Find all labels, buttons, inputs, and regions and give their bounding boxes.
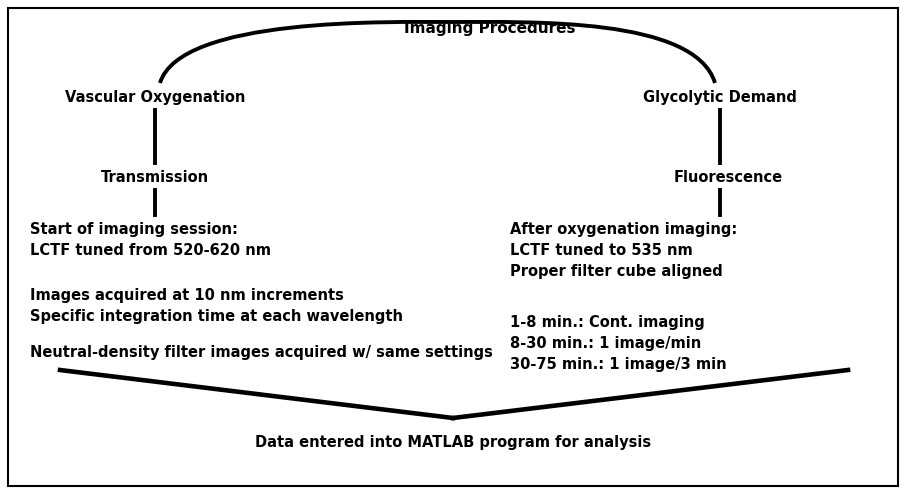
- Text: Data entered into MATLAB program for analysis: Data entered into MATLAB program for ana…: [255, 435, 651, 450]
- Text: Glycolytic Demand: Glycolytic Demand: [643, 90, 797, 105]
- Text: Images acquired at 10 nm increments
Specific integration time at each wavelength: Images acquired at 10 nm increments Spec…: [30, 288, 403, 324]
- Text: Neutral-density filter images acquired w/ same settings: Neutral-density filter images acquired w…: [30, 345, 493, 360]
- Text: Start of imaging session:
LCTF tuned from 520-620 nm: Start of imaging session: LCTF tuned fro…: [30, 222, 271, 258]
- Text: After oxygenation imaging:
LCTF tuned to 535 nm
Proper filter cube aligned: After oxygenation imaging: LCTF tuned to…: [510, 222, 737, 279]
- Text: Fluorescence: Fluorescence: [673, 170, 783, 185]
- Text: 1-8 min.: Cont. imaging
8-30 min.: 1 image/min
30-75 min.: 1 image/3 min: 1-8 min.: Cont. imaging 8-30 min.: 1 ima…: [510, 315, 727, 372]
- Text: Transmission: Transmission: [101, 170, 209, 185]
- Text: Vascular Oxygenation: Vascular Oxygenation: [65, 90, 246, 105]
- Text: Imaging Procedures: Imaging Procedures: [404, 20, 575, 36]
